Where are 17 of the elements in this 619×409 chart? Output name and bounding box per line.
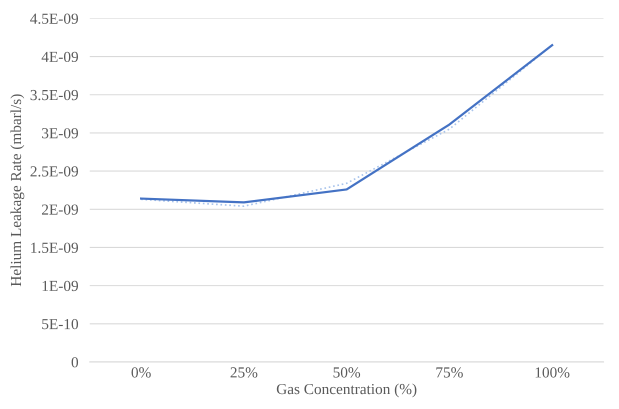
- y-tick-label: 5E-10: [42, 318, 78, 330]
- x-tick-label: 100%: [536, 367, 570, 378]
- y-tick-label: 1.5E-09: [31, 242, 78, 253]
- x-tick-label: 75%: [436, 367, 463, 378]
- y-tick-label: 2E-09: [42, 204, 78, 215]
- y-tick-label: 4E-09: [42, 52, 78, 62]
- y-tick-label: 3.5E-09: [30, 90, 78, 100]
- y-tick-label: 4.5E-09: [30, 14, 78, 24]
- x-tick-label: 50%: [334, 367, 360, 378]
- y-tick-label: 2.5E-09: [30, 166, 78, 177]
- x-axis-title: Gas Concentration (%): [276, 383, 416, 398]
- y-tick-label: 3E-09: [42, 128, 78, 138]
- x-tick-label: 0%: [132, 367, 151, 378]
- x-tick-label: 25%: [230, 367, 258, 378]
- y-tick-label: 1E-09: [42, 280, 78, 292]
- y-tick-label: 0: [72, 357, 78, 368]
- y-axis-title: Helium Leakage Rate (mbarl/s): [10, 94, 24, 286]
